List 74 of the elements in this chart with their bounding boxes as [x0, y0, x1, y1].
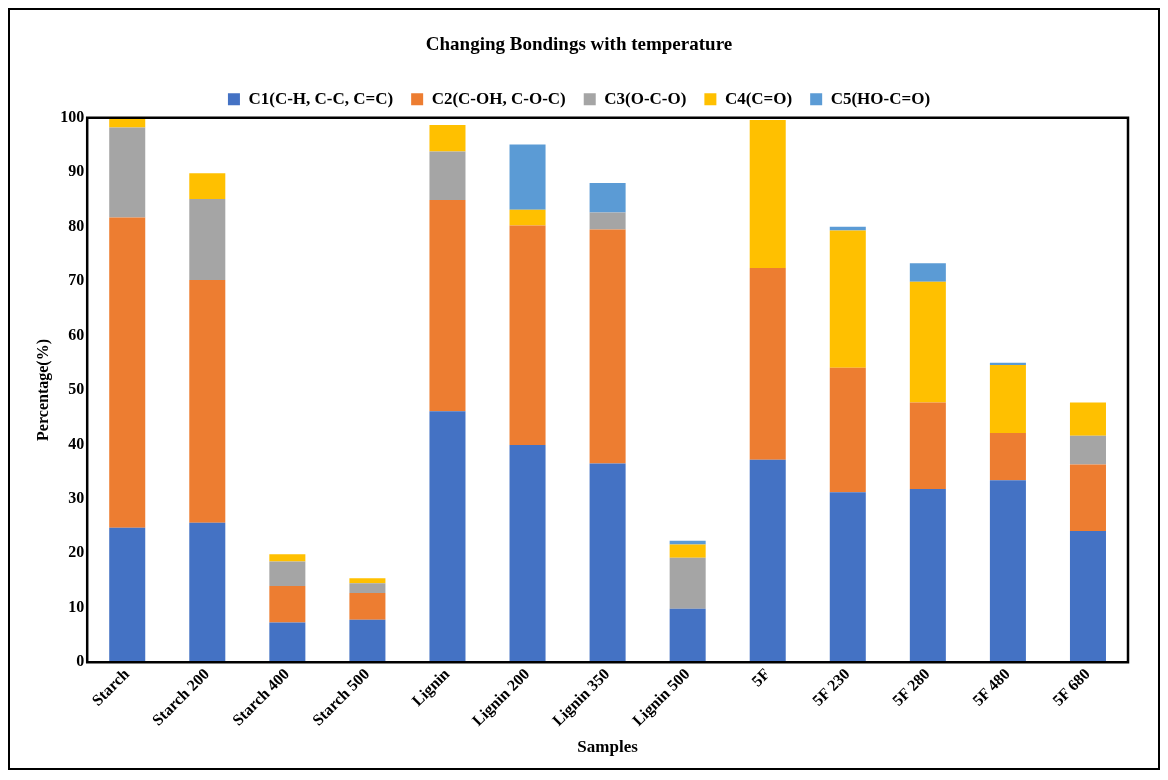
x-tick-label: 5F 230	[808, 664, 853, 709]
bar	[989, 362, 1026, 365]
legend-label: C2(C-OH, C-O-C)	[431, 88, 566, 108]
bar	[669, 540, 706, 545]
bar	[1069, 530, 1106, 663]
x-tick-label: 5F 680	[1049, 664, 1094, 709]
bar	[429, 151, 466, 200]
x-tick-label: 5F 480	[968, 664, 1013, 709]
y-tick-label: 100	[60, 107, 85, 125]
bar	[509, 444, 546, 663]
bar	[109, 127, 146, 218]
bar	[189, 522, 226, 663]
bar	[509, 144, 546, 210]
bar	[989, 480, 1026, 663]
bar	[429, 200, 466, 412]
bar	[589, 183, 626, 213]
bar	[829, 492, 866, 663]
y-tick-label: 10	[68, 597, 85, 615]
bar	[1069, 435, 1106, 465]
bar	[669, 544, 706, 558]
bar	[109, 117, 146, 128]
y-tick-label: 90	[68, 162, 85, 180]
x-axis-title: Samples	[577, 737, 639, 757]
bar	[989, 364, 1026, 433]
bar	[349, 583, 386, 594]
y-tick-label: 0	[76, 652, 85, 670]
bar	[909, 281, 946, 403]
bar	[669, 608, 706, 663]
bar	[509, 209, 546, 226]
legend-label: C5(HO-C=O)	[830, 88, 931, 108]
bar	[349, 619, 386, 663]
bar	[429, 411, 466, 663]
bar	[909, 263, 946, 282]
bar	[109, 527, 146, 663]
bar	[829, 367, 866, 493]
bar	[989, 432, 1026, 481]
chart-title: Changing Bondings with temperature	[425, 33, 733, 55]
y-tick-label: 70	[68, 271, 85, 289]
bar	[189, 173, 226, 199]
bar	[189, 198, 226, 281]
legend-label: C4(C=O)	[724, 88, 793, 108]
bar	[749, 268, 786, 460]
bar	[749, 119, 786, 269]
y-tick-label: 20	[68, 543, 85, 561]
bar	[269, 554, 306, 562]
y-tick-label: 50	[68, 380, 85, 398]
bar	[429, 124, 466, 152]
bar	[269, 585, 306, 623]
legend-label: C3(O-C-O)	[604, 88, 687, 108]
y-tick-label: 30	[68, 488, 85, 506]
bar	[509, 225, 546, 445]
bar	[269, 622, 306, 663]
y-tick-label: 80	[68, 216, 85, 234]
legend-label: C1(C-H, C-C, C=C)	[248, 88, 394, 108]
x-tick-label: 5F 280	[888, 664, 933, 709]
bar	[749, 459, 786, 663]
bar	[589, 463, 626, 663]
y-axis-title: Percentage(%)	[33, 339, 52, 441]
y-tick-label: 40	[68, 434, 85, 452]
bar	[829, 230, 866, 368]
bar	[1069, 464, 1106, 531]
bar	[189, 280, 226, 523]
bar	[909, 489, 946, 663]
bar	[109, 217, 146, 528]
bar	[909, 402, 946, 490]
bar	[269, 561, 306, 586]
y-tick-label: 60	[68, 325, 85, 343]
bar	[589, 212, 626, 230]
bar	[669, 557, 706, 609]
bar	[1069, 402, 1106, 436]
bar	[349, 578, 386, 584]
bar	[349, 593, 386, 620]
bar	[589, 229, 626, 464]
x-tick-label: 5F	[748, 664, 773, 690]
